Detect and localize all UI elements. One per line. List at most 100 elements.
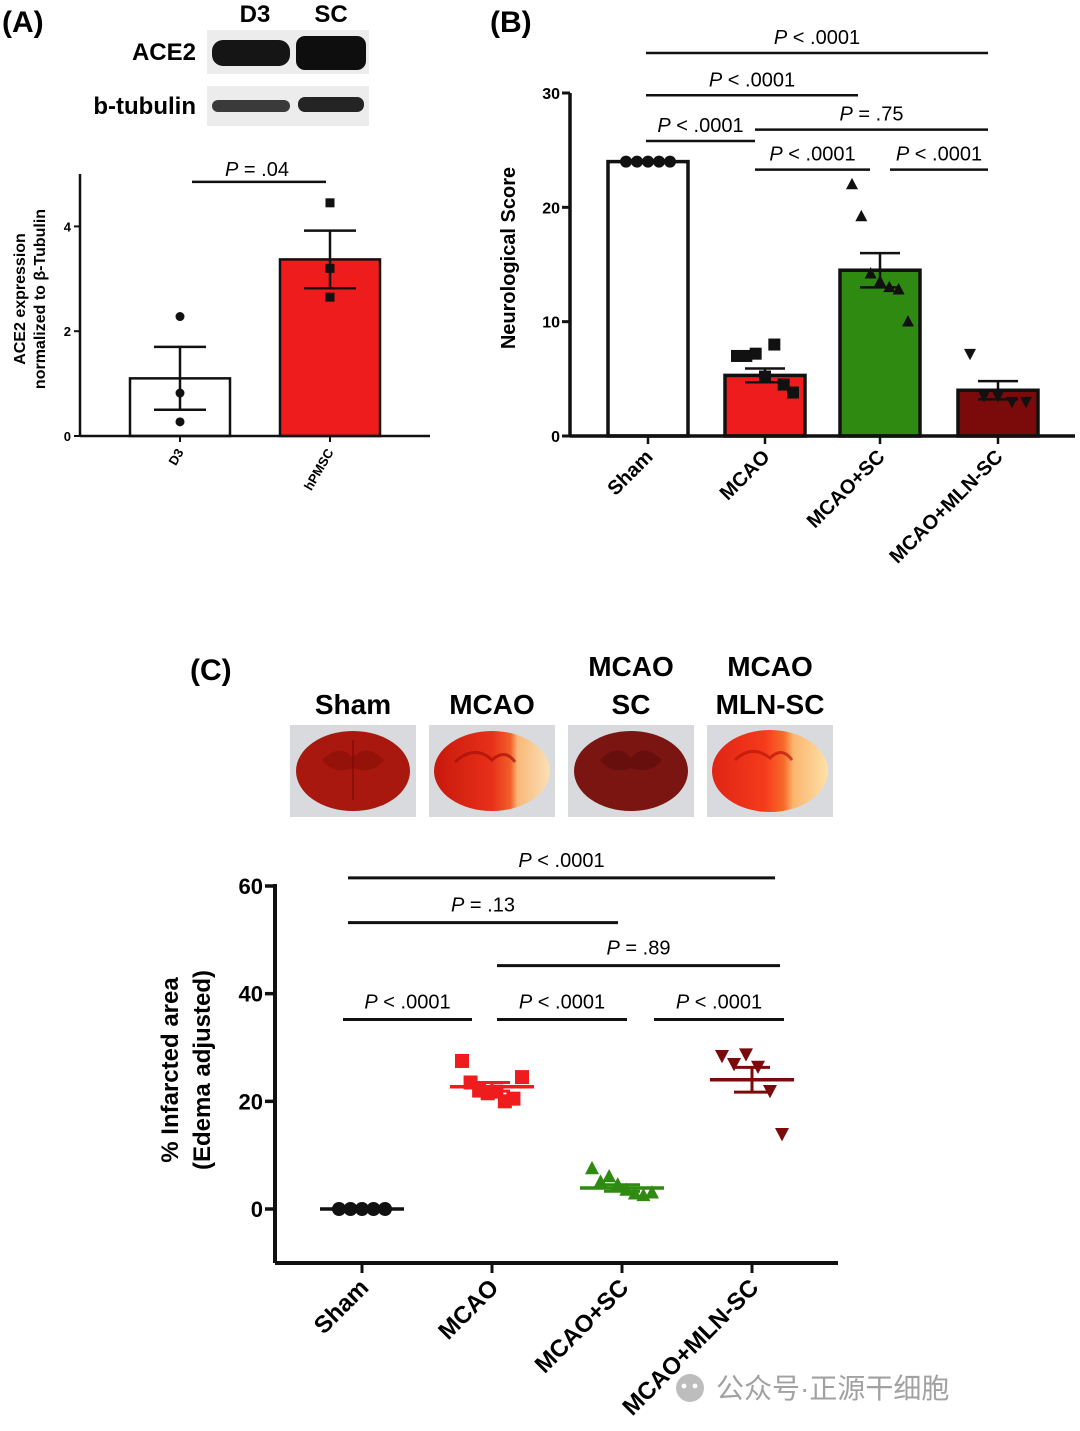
y-tick-label: 10 — [542, 315, 560, 332]
data-point — [631, 155, 643, 168]
bar-mcao-sc — [838, 268, 922, 438]
data-point — [620, 155, 632, 168]
brain-label-mln-sc-1: MCAO — [727, 651, 813, 682]
brain-image-mcao-mln-sc — [707, 725, 833, 817]
x-tick-label-sham: Sham — [309, 1274, 374, 1339]
data-point — [787, 386, 799, 399]
x-tick-label-d3: D3 — [165, 446, 186, 468]
data-point — [731, 349, 743, 362]
data-point — [775, 1128, 789, 1142]
x-tick-label-mcao-mln-sc: MCAO+MLN-SC — [886, 446, 1008, 568]
p-value-label: P = .13 — [451, 895, 515, 917]
data-point — [768, 338, 781, 351]
blot-band-ace2-sc — [296, 36, 366, 70]
p-value-label: P < .0001 — [519, 992, 605, 1014]
data-point — [855, 209, 868, 222]
blot-band-tubulin-sc — [298, 97, 364, 112]
data-point — [653, 155, 665, 168]
y-tick-label: 0 — [251, 1197, 263, 1222]
p-value-label: P < .0001 — [518, 850, 604, 872]
data-point — [175, 312, 185, 322]
p-value-label: P < .0001 — [774, 27, 860, 49]
data-point — [864, 267, 877, 279]
data-point — [715, 1049, 729, 1064]
blot-lane-label-d3: D3 — [240, 1, 271, 28]
data-point — [506, 1091, 521, 1106]
chart-b-ylabel: Neurological Score — [498, 167, 520, 349]
data-point — [602, 1169, 617, 1183]
wechat-icon — [676, 1374, 704, 1402]
brain-label-mln-sc-2: MLN-SC — [716, 689, 825, 720]
brain-label-mcao-sc-1: MCAO — [588, 651, 674, 682]
x-tick-label-mcao: MCAO — [433, 1274, 504, 1345]
x-tick-label-mcao-sc: MCAO+SC — [530, 1274, 634, 1378]
blot-row-label-ace2: ACE2 — [132, 39, 196, 66]
data-point — [175, 417, 185, 427]
p-value-label: P < .0001 — [657, 115, 743, 137]
y-tick-label: 0 — [551, 429, 560, 446]
panel-label-b: (B) — [490, 6, 532, 39]
data-point — [727, 1058, 741, 1072]
data-point — [645, 1185, 659, 1199]
x-tick-label-mcao: MCAO — [716, 446, 775, 505]
data-point — [1020, 396, 1032, 409]
chart-c: % Infarcted area (Edema adjusted) Sham MC… — [157, 850, 838, 1421]
data-point — [325, 263, 335, 273]
p-value-label: P = .75 — [840, 104, 904, 126]
data-point — [978, 391, 990, 403]
p-value-label: P < .0001 — [709, 69, 795, 91]
p-value-label: P < .0001 — [896, 144, 982, 166]
panel-label-a: (A) — [2, 6, 44, 39]
y-tick-label: 40 — [239, 982, 263, 1007]
y-tick-label: 20 — [239, 1089, 263, 1114]
western-blot: D3 SC ACE2 b-tubulin — [93, 1, 369, 126]
y-tick-label: 60 — [239, 874, 263, 899]
data-point — [515, 1070, 529, 1085]
data-point — [759, 370, 771, 383]
blot-band-tubulin-d3 — [212, 100, 290, 112]
brain-image-mcao-sc — [568, 725, 694, 817]
chart-c-ylabel-line2: (Edema adjusted) — [189, 970, 216, 1170]
brain-image-sham — [290, 725, 416, 817]
blot-lane-label-sc: SC — [314, 1, 347, 28]
data-point — [1006, 396, 1018, 409]
y-tick-label: 4 — [64, 219, 72, 234]
data-point — [585, 1160, 599, 1175]
data-point — [740, 349, 753, 362]
bar-mcao — [723, 373, 807, 438]
data-point — [749, 347, 762, 360]
data-point — [175, 388, 185, 398]
data-point — [627, 1186, 642, 1200]
p-value-label: P = .89 — [607, 938, 671, 960]
x-tick-label-hpmsc: hPMSC — [301, 445, 337, 492]
chart-a: ACE2 expression normalized to β-Tubulin … — [12, 159, 430, 493]
data-point — [325, 198, 335, 208]
bar-sham — [606, 159, 690, 438]
brain-label-mcao: MCAO — [449, 689, 535, 720]
x-tick-label-sham: Sham — [603, 446, 657, 500]
data-point — [777, 378, 790, 391]
data-point — [846, 177, 858, 190]
data-point — [664, 155, 676, 168]
p-value-label: P < .0001 — [769, 144, 855, 166]
watermark: 公众号·正源干细胞 — [676, 1373, 949, 1404]
chart-b: Neurological Score Sham MCAO MCAO+SCMCAO+M… — [498, 27, 1075, 568]
data-point — [874, 275, 886, 287]
data-point — [642, 155, 654, 168]
data-point — [883, 280, 896, 293]
y-tick-label: 30 — [542, 86, 560, 103]
data-point — [992, 391, 1004, 403]
x-tick-label-mcao-sc: MCAO+SC — [803, 446, 890, 533]
brain-image-mcao — [429, 725, 555, 817]
y-tick-label: 0 — [64, 429, 71, 444]
data-point — [455, 1053, 469, 1068]
data-point — [739, 1048, 753, 1062]
chart-c-ylabel-line1: % Infarcted area — [157, 977, 184, 1163]
data-point — [964, 348, 976, 361]
p-value-label: P < .0001 — [364, 992, 450, 1014]
y-tick-label: 2 — [64, 324, 71, 339]
y-tick-label: 20 — [542, 200, 560, 217]
watermark-text: 公众号·正源干细胞 — [716, 1373, 949, 1404]
blot-row-label-tubulin: b-tubulin — [93, 93, 196, 120]
